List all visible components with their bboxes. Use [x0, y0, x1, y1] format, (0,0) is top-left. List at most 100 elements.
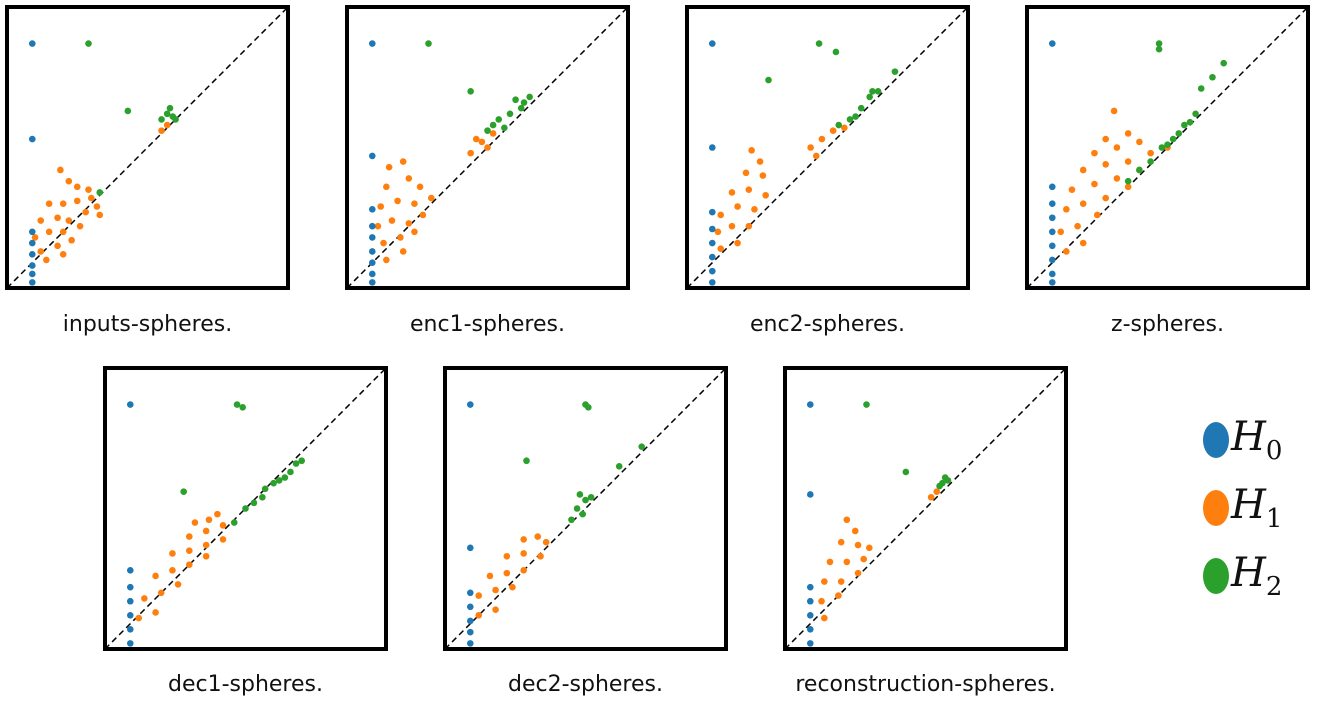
- point-h1: [205, 516, 213, 524]
- point-h1: [829, 127, 837, 134]
- point-h1: [537, 552, 544, 560]
- persistence-diagram-plot: [103, 366, 388, 651]
- point-h0: [368, 259, 376, 267]
- point-h0: [1048, 200, 1056, 207]
- point-h1: [542, 538, 550, 546]
- diagonal-line: [1026, 6, 1309, 289]
- point-h1: [45, 228, 53, 236]
- point-h1: [397, 234, 404, 241]
- point-h0: [126, 611, 134, 619]
- point-h2: [1197, 85, 1205, 92]
- point-h1: [478, 138, 486, 146]
- persistence-diagram-plot: [685, 5, 970, 290]
- point-h1: [933, 488, 941, 495]
- diagonal-line: [444, 367, 727, 650]
- point-h1: [837, 538, 845, 546]
- point-h1: [399, 248, 407, 255]
- point-h1: [503, 569, 511, 577]
- point-h2: [124, 107, 132, 115]
- point-h0: [466, 603, 474, 611]
- point-h2: [902, 468, 910, 476]
- point-h1: [37, 217, 45, 224]
- point-h2: [261, 485, 269, 493]
- point-h2: [939, 479, 946, 487]
- point-h1: [169, 550, 176, 557]
- point-h1: [82, 208, 89, 216]
- point-h2: [523, 457, 530, 465]
- point-h0: [28, 270, 36, 278]
- point-h1: [388, 217, 396, 224]
- persistence-diagram-plot: [443, 366, 728, 651]
- point-h1: [503, 552, 511, 560]
- point-h2: [298, 457, 305, 465]
- point-h2: [765, 76, 772, 84]
- point-h2: [484, 127, 491, 134]
- legend: H0 H1 H2: [1203, 410, 1313, 610]
- point-h0: [806, 597, 814, 605]
- point-h1: [399, 158, 407, 165]
- point-h1: [1091, 149, 1098, 157]
- point-h1: [826, 558, 834, 566]
- point-h0: [28, 262, 36, 269]
- point-h2: [489, 121, 497, 129]
- point-h2: [869, 88, 876, 95]
- point-h1: [68, 236, 75, 244]
- point-h2: [835, 121, 843, 129]
- point-h2: [239, 404, 246, 411]
- point-h1: [96, 211, 104, 219]
- point-h1: [821, 578, 828, 585]
- point-h1: [1102, 161, 1109, 168]
- point-h0: [368, 270, 376, 278]
- point-h1: [163, 121, 171, 129]
- point-h1: [734, 203, 741, 210]
- point-h1: [751, 206, 758, 213]
- point-h2: [587, 493, 595, 501]
- point-h2: [1136, 166, 1143, 174]
- point-h2: [863, 401, 870, 408]
- point-h1: [1074, 222, 1081, 230]
- point-h1: [717, 245, 725, 252]
- point-h1: [73, 183, 81, 191]
- point-h1: [734, 239, 741, 247]
- point-h0: [368, 40, 376, 47]
- point-h0: [368, 206, 376, 213]
- point-h1: [73, 197, 81, 205]
- point-h1: [380, 239, 387, 247]
- point-h0: [368, 234, 376, 241]
- point-h1: [152, 572, 159, 580]
- point-h2: [585, 404, 592, 411]
- point-h0: [28, 279, 36, 286]
- point-h1: [484, 144, 491, 151]
- point-h2: [891, 68, 899, 75]
- point-h1: [383, 256, 390, 264]
- point-h2: [230, 519, 238, 526]
- point-h2: [292, 460, 300, 467]
- point-h1: [169, 567, 176, 574]
- point-h1: [492, 586, 499, 594]
- point-h2: [852, 113, 859, 120]
- point-h1: [1124, 130, 1132, 137]
- point-h1: [374, 222, 382, 230]
- point-h0: [368, 248, 376, 255]
- point-h2: [1124, 177, 1132, 185]
- point-h2: [158, 116, 165, 123]
- point-h1: [742, 169, 750, 177]
- point-h1: [1079, 166, 1087, 174]
- persistence-diagram-panel: [103, 366, 388, 651]
- point-h0: [126, 626, 134, 633]
- point-h1: [1113, 175, 1121, 182]
- point-h1: [1102, 135, 1109, 143]
- persistence-diagram-plot: [345, 5, 630, 290]
- panel-caption: reconstruction-spheres.: [795, 672, 1056, 697]
- point-h2: [832, 48, 840, 56]
- point-h0: [708, 279, 716, 286]
- point-h1: [141, 595, 148, 602]
- point-h1: [54, 214, 61, 222]
- point-h1: [1093, 211, 1101, 219]
- point-h2: [259, 493, 266, 501]
- point-h1: [385, 163, 393, 171]
- point-h1: [807, 144, 814, 151]
- point-h2: [281, 474, 289, 481]
- point-h2: [568, 516, 575, 524]
- panel-caption: enc2-spheres.: [750, 312, 905, 337]
